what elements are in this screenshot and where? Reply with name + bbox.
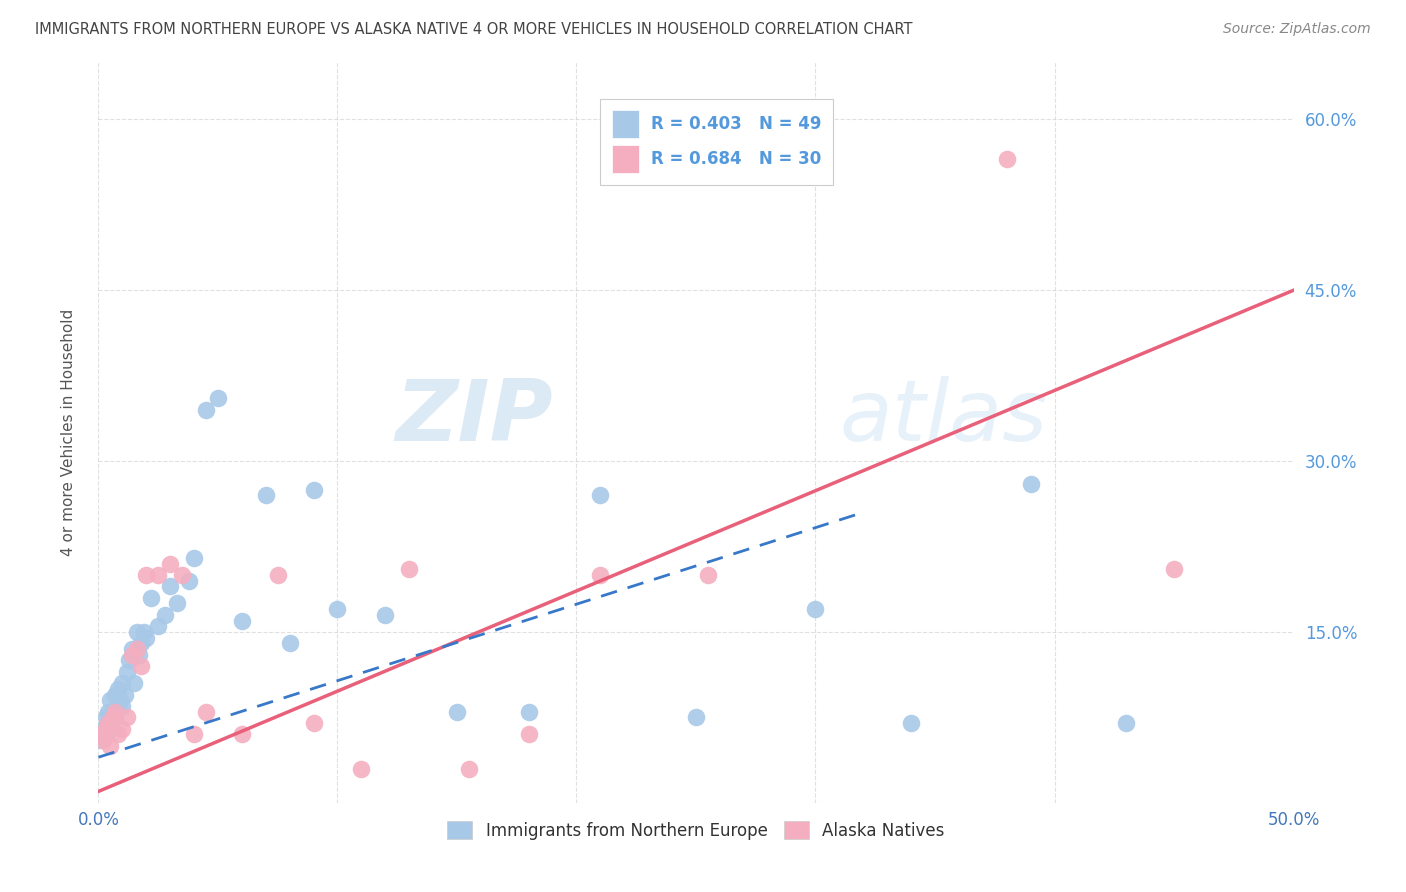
Point [139,591,162,605]
Point [94,710,117,724]
Text: IMMIGRANTS FROM NORTHERN EUROPE VS ALASKA NATIVE 4 OR MORE VEHICLES IN HOUSEHOLD: IMMIGRANTS FROM NORTHERN EUROPE VS ALASK… [35,22,912,37]
Point [900,716,922,731]
Legend: Immigrants from Northern Europe, Alaska Natives: Immigrants from Northern Europe, Alaska … [440,814,952,847]
Text: atlas: atlas [839,376,1047,459]
Point [148,568,170,582]
Point [326,602,349,616]
Bar [613,145,638,173]
Point [91,722,114,736]
Point [350,762,373,776]
Point [398,562,420,576]
Point [97,716,120,731]
Point [124,676,146,690]
Point [98,693,122,707]
Point [132,624,155,639]
Point [159,579,181,593]
Point [94,722,117,736]
Point [231,614,253,628]
Point [1163,562,1185,576]
Point [804,602,827,616]
Point [97,705,120,719]
Y-axis label: 4 or more Vehicles in Household: 4 or more Vehicles in Household [62,309,76,557]
Point [101,710,124,724]
Point [995,153,1018,167]
Point [207,392,229,406]
Text: ZIP: ZIP [395,376,553,459]
Point [135,568,157,582]
Point [1019,476,1042,491]
Point [97,716,120,731]
Point [104,705,127,719]
Point [118,653,141,667]
Text: Source: ZipAtlas.com: Source: ZipAtlas.com [1223,22,1371,37]
Point [108,693,131,707]
Point [131,636,153,650]
Point [374,607,396,622]
Point [111,676,134,690]
Point [302,483,325,497]
Point [111,698,134,713]
Point [589,568,612,582]
Point [94,727,117,741]
Point [446,705,468,719]
Point [125,624,148,639]
Point [121,642,143,657]
Bar [613,110,638,138]
Point [166,597,188,611]
Point [131,659,153,673]
Point [104,710,127,724]
Point [111,722,134,736]
Point [278,636,301,650]
Point [302,716,325,731]
Point [115,710,138,724]
Point [155,607,177,622]
Point [195,705,218,719]
Point [98,739,122,753]
Point [1115,716,1137,731]
Point [172,568,194,582]
Point [135,631,157,645]
Point [179,574,201,588]
Text: R = 0.684   N = 30: R = 0.684 N = 30 [651,151,821,169]
Point [517,705,540,719]
Point [195,402,218,417]
Point [589,488,612,502]
Point [231,727,253,741]
Point [104,688,127,702]
Point [697,568,720,582]
Point [121,648,143,662]
Point [115,665,138,679]
Point [267,568,290,582]
Text: R = 0.403   N = 49: R = 0.403 N = 49 [651,115,821,133]
Point [159,557,181,571]
Point [128,648,150,662]
Point [107,727,129,741]
Point [183,727,205,741]
Point [90,733,112,747]
Point [183,550,205,565]
Point [254,488,277,502]
Point [458,762,481,776]
Point [125,642,148,657]
Point [101,705,124,719]
Point [91,733,114,747]
Point [107,681,129,696]
Point [98,722,122,736]
Point [517,727,540,741]
Point [148,619,170,633]
Point [685,710,707,724]
FancyBboxPatch shape [600,99,834,185]
Point [90,727,112,741]
Point [107,698,129,713]
Point [114,688,136,702]
